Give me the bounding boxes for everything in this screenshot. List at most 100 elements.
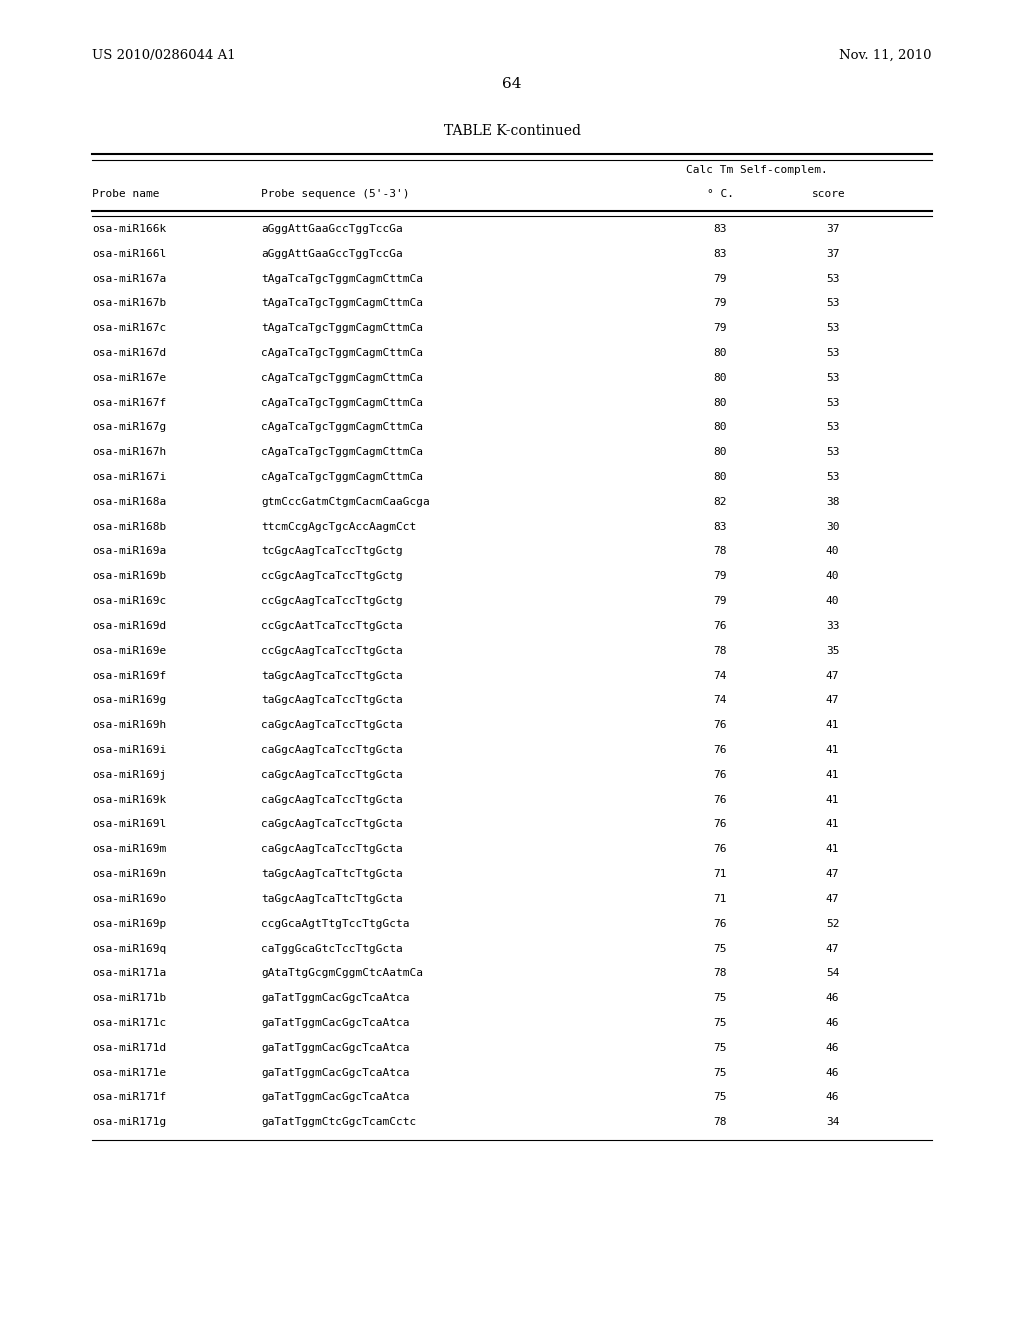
- Text: 75: 75: [713, 1068, 727, 1077]
- Text: 80: 80: [713, 447, 727, 457]
- Text: 40: 40: [825, 546, 840, 557]
- Text: 75: 75: [713, 993, 727, 1003]
- Text: taGgcAagTcaTccTtgGcta: taGgcAagTcaTccTtgGcta: [261, 671, 402, 681]
- Text: osa-miR169g: osa-miR169g: [92, 696, 167, 705]
- Text: 46: 46: [825, 993, 840, 1003]
- Text: Nov. 11, 2010: Nov. 11, 2010: [840, 49, 932, 62]
- Text: 83: 83: [713, 248, 727, 259]
- Text: caGgcAagTcaTccTtgGcta: caGgcAagTcaTccTtgGcta: [261, 845, 402, 854]
- Text: osa-miR169p: osa-miR169p: [92, 919, 167, 929]
- Text: gaTatTggmCtcGgcTcamCctc: gaTatTggmCtcGgcTcamCctc: [261, 1117, 417, 1127]
- Text: 79: 79: [713, 597, 727, 606]
- Text: tAgaTcaTgcTggmCagmCttmCa: tAgaTcaTgcTggmCagmCttmCa: [261, 323, 423, 333]
- Text: TABLE K-continued: TABLE K-continued: [443, 124, 581, 139]
- Text: 80: 80: [713, 473, 727, 482]
- Text: 82: 82: [713, 496, 727, 507]
- Text: 47: 47: [825, 944, 840, 953]
- Text: 80: 80: [713, 348, 727, 358]
- Text: aGggAttGaaGccTggTccGa: aGggAttGaaGccTggTccGa: [261, 224, 402, 234]
- Text: Probe sequence (5'-3'): Probe sequence (5'-3'): [261, 189, 410, 199]
- Text: 71: 71: [713, 869, 727, 879]
- Text: cAgaTcaTgcTggmCagmCttmCa: cAgaTcaTgcTggmCagmCttmCa: [261, 348, 423, 358]
- Text: 41: 41: [825, 845, 840, 854]
- Text: osa-miR171g: osa-miR171g: [92, 1117, 167, 1127]
- Text: cAgaTcaTgcTggmCagmCttmCa: cAgaTcaTgcTggmCagmCttmCa: [261, 473, 423, 482]
- Text: ° C.: ° C.: [707, 189, 733, 199]
- Text: osa-miR166k: osa-miR166k: [92, 224, 167, 234]
- Text: osa-miR169j: osa-miR169j: [92, 770, 167, 780]
- Text: 75: 75: [713, 944, 727, 953]
- Text: osa-miR171b: osa-miR171b: [92, 993, 167, 1003]
- Text: taGgcAagTcaTtcTtgGcta: taGgcAagTcaTtcTtgGcta: [261, 894, 402, 904]
- Text: 53: 53: [825, 372, 840, 383]
- Text: osa-miR169i: osa-miR169i: [92, 744, 167, 755]
- Text: osa-miR169l: osa-miR169l: [92, 820, 167, 829]
- Text: osa-miR167i: osa-miR167i: [92, 473, 167, 482]
- Text: 47: 47: [825, 869, 840, 879]
- Text: gtmCccGatmCtgmCacmCaaGcga: gtmCccGatmCtgmCacmCaaGcga: [261, 496, 430, 507]
- Text: osa-miR171f: osa-miR171f: [92, 1093, 167, 1102]
- Text: osa-miR169d: osa-miR169d: [92, 620, 167, 631]
- Text: caGgcAagTcaTccTtgGcta: caGgcAagTcaTccTtgGcta: [261, 795, 402, 805]
- Text: 46: 46: [825, 1018, 840, 1028]
- Text: 80: 80: [713, 422, 727, 433]
- Text: cAgaTcaTgcTggmCagmCttmCa: cAgaTcaTgcTggmCagmCttmCa: [261, 372, 423, 383]
- Text: 53: 53: [825, 422, 840, 433]
- Text: 79: 79: [713, 298, 727, 309]
- Text: ttcmCcgAgcTgcAccAagmCct: ttcmCcgAgcTgcAccAagmCct: [261, 521, 417, 532]
- Text: cAgaTcaTgcTggmCagmCttmCa: cAgaTcaTgcTggmCagmCttmCa: [261, 447, 423, 457]
- Text: taGgcAagTcaTccTtgGcta: taGgcAagTcaTccTtgGcta: [261, 696, 402, 705]
- Text: osa-miR167a: osa-miR167a: [92, 273, 167, 284]
- Text: caGgcAagTcaTccTtgGcta: caGgcAagTcaTccTtgGcta: [261, 770, 402, 780]
- Text: osa-miR166l: osa-miR166l: [92, 248, 167, 259]
- Text: 76: 76: [713, 744, 727, 755]
- Text: 53: 53: [825, 323, 840, 333]
- Text: cAgaTcaTgcTggmCagmCttmCa: cAgaTcaTgcTggmCagmCttmCa: [261, 397, 423, 408]
- Text: osa-miR167d: osa-miR167d: [92, 348, 167, 358]
- Text: 75: 75: [713, 1018, 727, 1028]
- Text: 53: 53: [825, 348, 840, 358]
- Text: 76: 76: [713, 721, 727, 730]
- Text: 34: 34: [825, 1117, 840, 1127]
- Text: tAgaTcaTgcTggmCagmCttmCa: tAgaTcaTgcTggmCagmCttmCa: [261, 298, 423, 309]
- Text: 30: 30: [825, 521, 840, 532]
- Text: 41: 41: [825, 820, 840, 829]
- Text: osa-miR169c: osa-miR169c: [92, 597, 167, 606]
- Text: 47: 47: [825, 894, 840, 904]
- Text: 35: 35: [825, 645, 840, 656]
- Text: 54: 54: [825, 969, 840, 978]
- Text: 79: 79: [713, 273, 727, 284]
- Text: Calc Tm Self-complem.: Calc Tm Self-complem.: [686, 165, 827, 176]
- Text: osa-miR167h: osa-miR167h: [92, 447, 167, 457]
- Text: 64: 64: [502, 77, 522, 91]
- Text: 41: 41: [825, 744, 840, 755]
- Text: US 2010/0286044 A1: US 2010/0286044 A1: [92, 49, 236, 62]
- Text: 80: 80: [713, 397, 727, 408]
- Text: Probe name: Probe name: [92, 189, 160, 199]
- Text: 78: 78: [713, 969, 727, 978]
- Text: osa-miR167e: osa-miR167e: [92, 372, 167, 383]
- Text: 53: 53: [825, 273, 840, 284]
- Text: 78: 78: [713, 1117, 727, 1127]
- Text: 78: 78: [713, 645, 727, 656]
- Text: ccgGcaAgtTtgTccTtgGcta: ccgGcaAgtTtgTccTtgGcta: [261, 919, 410, 929]
- Text: osa-miR169k: osa-miR169k: [92, 795, 167, 805]
- Text: osa-miR169n: osa-miR169n: [92, 869, 167, 879]
- Text: osa-miR169m: osa-miR169m: [92, 845, 167, 854]
- Text: gaTatTggmCacGgcTcaAtca: gaTatTggmCacGgcTcaAtca: [261, 1093, 410, 1102]
- Text: 53: 53: [825, 397, 840, 408]
- Text: ccGgcAatTcaTccTtgGcta: ccGgcAatTcaTccTtgGcta: [261, 620, 402, 631]
- Text: 74: 74: [713, 696, 727, 705]
- Text: 53: 53: [825, 298, 840, 309]
- Text: cAgaTcaTgcTggmCagmCttmCa: cAgaTcaTgcTggmCagmCttmCa: [261, 422, 423, 433]
- Text: ccGgcAagTcaTccTtgGctg: ccGgcAagTcaTccTtgGctg: [261, 597, 402, 606]
- Text: 47: 47: [825, 696, 840, 705]
- Text: osa-miR168a: osa-miR168a: [92, 496, 167, 507]
- Text: 47: 47: [825, 671, 840, 681]
- Text: 75: 75: [713, 1093, 727, 1102]
- Text: osa-miR171a: osa-miR171a: [92, 969, 167, 978]
- Text: gaTatTggmCacGgcTcaAtca: gaTatTggmCacGgcTcaAtca: [261, 1068, 410, 1077]
- Text: 76: 76: [713, 919, 727, 929]
- Text: 74: 74: [713, 671, 727, 681]
- Text: 37: 37: [825, 224, 840, 234]
